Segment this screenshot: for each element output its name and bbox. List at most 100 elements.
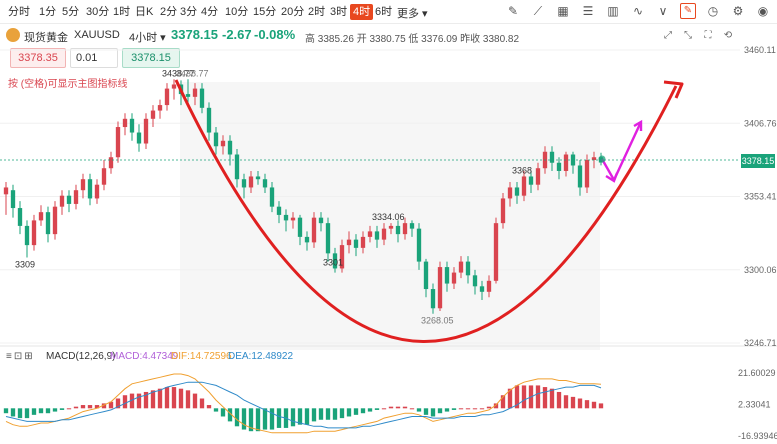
macd-histogram-bar: [276, 408, 282, 428]
candle-body: [115, 127, 121, 158]
period-label: 4小时: [129, 32, 158, 44]
macd-histogram-bar: [591, 401, 597, 409]
fullscreen-icon[interactable]: ⛶: [704, 30, 712, 41]
tf-2m[interactable]: 2分: [160, 6, 178, 18]
candle-body: [150, 110, 156, 119]
candle-body: [3, 187, 9, 195]
macd-histogram-bar: [339, 408, 345, 419]
candle-body: [101, 168, 107, 185]
tf-6h[interactable]: 6时: [375, 6, 393, 18]
macd-histogram-bar: [199, 398, 205, 409]
candle-body: [388, 225, 394, 229]
tf-2h[interactable]: 2时: [308, 6, 326, 18]
clock-icon[interactable]: ◷: [707, 4, 719, 18]
candle-body: [290, 217, 296, 221]
macd-histogram-bar: [353, 408, 359, 415]
timeframe-toolbar: 分时 1分 5分 30分 1时 日K 2分 3分 4分 10分 15分 20分 …: [0, 0, 777, 24]
quantity-input[interactable]: 0.01: [70, 48, 118, 68]
tf-10m[interactable]: 10分: [225, 6, 249, 18]
candle-body: [66, 195, 72, 204]
macd-histogram-bar: [220, 408, 226, 417]
line-icon[interactable]: ⟋: [533, 4, 543, 18]
tf-15m[interactable]: 15分: [253, 6, 277, 18]
grid-icon[interactable]: ▦: [557, 4, 569, 18]
indicator-controls-icon[interactable]: ≡⊡⊞: [6, 351, 35, 362]
macd-histogram-bar: [374, 408, 380, 410]
macd-histogram-bar: [318, 408, 324, 420]
candle-body: [339, 245, 345, 269]
candle-body: [283, 214, 289, 221]
macd-histogram-bar: [423, 408, 429, 415]
bar-chart-icon[interactable]: ▥: [607, 4, 619, 18]
price-annotation: 3438.77: [162, 68, 195, 78]
pen-icon[interactable]: ✎: [507, 4, 519, 18]
tf-4m[interactable]: 4分: [201, 6, 219, 18]
tf-30m[interactable]: 30分: [86, 6, 110, 18]
macd-histogram-bar: [143, 391, 149, 409]
macd-histogram-bar: [346, 408, 352, 417]
eye-icon[interactable]: ◉: [757, 4, 769, 18]
settings-icon[interactable]: ⚙: [732, 4, 744, 18]
macd-histogram-bar: [101, 403, 107, 409]
candle-body: [507, 187, 513, 199]
macd-histogram-bar: [171, 387, 177, 409]
candle-body: [31, 220, 37, 246]
candle-body: [143, 118, 149, 144]
price-annotation: 3309: [15, 259, 35, 269]
buy-button[interactable]: 3378.15: [122, 48, 180, 68]
macd-histogram-bar: [241, 408, 247, 430]
macd-value: MACD:4.47349: [110, 351, 179, 362]
macd-histogram-bar: [80, 405, 86, 409]
candle-body: [402, 223, 408, 235]
tf-4h[interactable]: 4时: [350, 4, 374, 20]
tf-daily[interactable]: 日K: [135, 6, 154, 18]
zoom-out-icon[interactable]: ⤡: [684, 30, 692, 41]
more-timeframes-dropdown[interactable]: 更多 ▾: [397, 5, 428, 21]
tf-fenshi[interactable]: 分时: [8, 6, 30, 18]
symbol-name[interactable]: 现货黄金: [24, 32, 68, 44]
candle-body: [332, 253, 338, 269]
zoom-in-icon[interactable]: ⤢: [664, 30, 672, 41]
macd-histogram-bar: [269, 408, 275, 430]
tf-5m[interactable]: 5分: [62, 6, 80, 18]
candle-body: [318, 217, 324, 224]
ohlc-stats: 高 3385.26 开 3380.75 低 3376.09 昨收 3380.82: [305, 34, 520, 45]
candle-body: [122, 118, 128, 128]
macd-histogram-bar: [458, 408, 464, 410]
macd-histogram-bar: [206, 405, 212, 409]
macd-histogram-bar: [255, 408, 261, 432]
macd-histogram-bar: [395, 406, 401, 409]
candle-body: [465, 261, 471, 276]
candle-body: [129, 118, 135, 133]
chart-tools: ⤢ ⤡ ⛶ ⟲: [661, 29, 735, 43]
candle-body: [311, 217, 317, 243]
sell-button[interactable]: 3378.35: [10, 48, 66, 68]
candle-body: [451, 272, 457, 284]
candle-body: [528, 176, 534, 185]
edit-icon[interactable]: ✎: [680, 3, 696, 19]
reset-icon[interactable]: ⟲: [723, 30, 733, 41]
macd-histogram-bar: [31, 408, 37, 415]
period-dropdown[interactable]: 4小时 ▾: [129, 29, 166, 45]
chevron-icon[interactable]: ∨: [658, 4, 668, 18]
candle-body: [164, 88, 170, 106]
tf-20m[interactable]: 20分: [281, 6, 305, 18]
candle-body: [192, 88, 198, 97]
macd-histogram-bar: [402, 406, 408, 409]
tf-3m[interactable]: 3分: [180, 6, 198, 18]
candle-body: [500, 198, 506, 224]
tf-1h[interactable]: 1时: [113, 6, 131, 18]
macd-histogram-bar: [430, 408, 436, 417]
wave-icon[interactable]: ∿: [632, 4, 644, 18]
last-price-dot: [598, 155, 606, 163]
tf-3h[interactable]: 3时: [330, 6, 348, 18]
macd-histogram-bar: [73, 406, 79, 409]
macd-histogram-bar: [584, 400, 590, 409]
candle-body: [479, 286, 485, 292]
last-price-tag: 3378.15: [741, 154, 775, 168]
gold-coin-icon: [6, 28, 20, 42]
bars-icon[interactable]: ☰: [582, 4, 594, 18]
candle-body: [255, 176, 261, 180]
tf-1m[interactable]: 1分: [39, 6, 57, 18]
